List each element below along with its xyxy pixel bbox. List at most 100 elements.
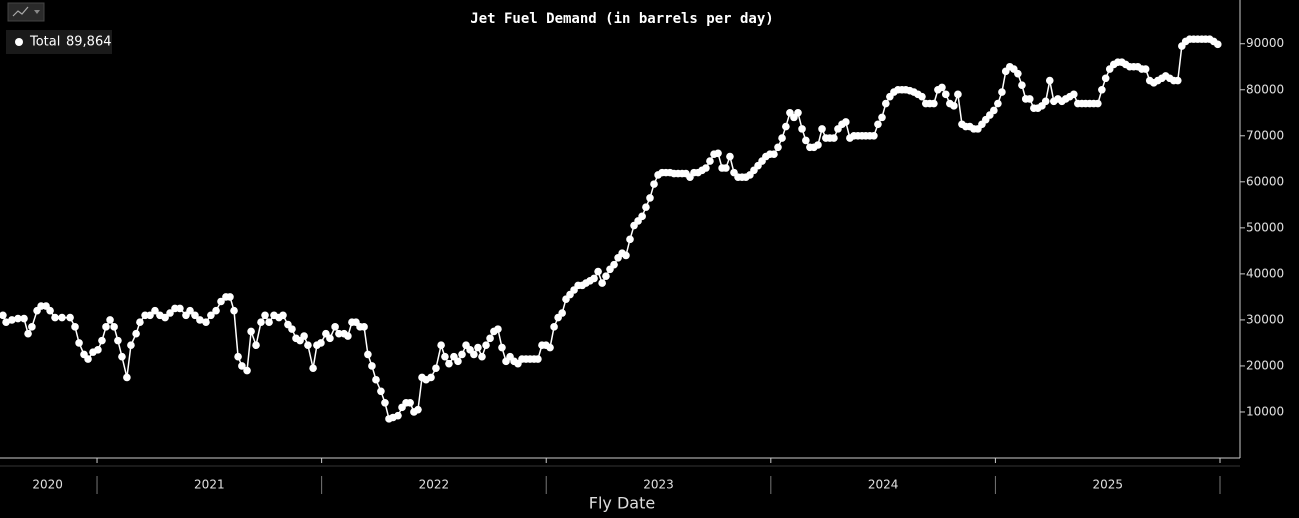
data-point xyxy=(432,364,440,373)
data-point xyxy=(377,387,385,396)
data-point xyxy=(546,343,554,352)
data-point xyxy=(778,134,786,142)
data-point xyxy=(478,352,486,361)
data-point xyxy=(24,329,32,338)
y-tick-label: 30000 xyxy=(1246,312,1284,326)
data-point xyxy=(782,122,790,131)
data-point xyxy=(437,341,445,350)
x-tick-label: 2021 xyxy=(194,478,225,492)
data-point xyxy=(1069,90,1078,99)
data-point xyxy=(127,341,135,350)
data-point xyxy=(918,92,926,101)
x-tick-label: 2022 xyxy=(419,478,450,492)
data-point xyxy=(930,99,938,108)
data-point xyxy=(558,309,566,317)
button-frame[interactable] xyxy=(7,2,45,22)
data-point xyxy=(304,341,312,350)
data-point xyxy=(642,203,650,211)
data-point xyxy=(279,311,287,320)
data-point xyxy=(818,125,826,133)
data-point xyxy=(110,323,118,331)
data-point xyxy=(1101,74,1110,83)
data-point xyxy=(20,314,28,323)
data-point xyxy=(166,309,174,317)
data-point xyxy=(590,274,598,283)
data-point xyxy=(882,99,890,108)
data-point xyxy=(998,88,1006,96)
data-point xyxy=(990,106,998,115)
legend-label: Total xyxy=(29,35,60,50)
data-point xyxy=(842,118,850,126)
data-point xyxy=(726,152,734,161)
data-point xyxy=(445,359,453,368)
data-point xyxy=(1141,65,1150,73)
data-point xyxy=(136,318,144,327)
y-tick-label: 60000 xyxy=(1246,174,1284,188)
data-point xyxy=(114,336,122,345)
data-point xyxy=(372,375,380,384)
data-point xyxy=(66,313,74,322)
data-point xyxy=(186,306,194,315)
data-point xyxy=(14,314,22,323)
data-point xyxy=(252,341,260,350)
series-points xyxy=(0,35,1222,423)
data-point xyxy=(75,339,83,347)
data-point xyxy=(486,334,494,343)
data-point xyxy=(474,343,482,352)
data-point xyxy=(247,327,255,336)
data-point xyxy=(702,164,710,172)
data-point xyxy=(498,343,506,352)
data-point xyxy=(132,329,140,338)
data-point xyxy=(638,212,646,221)
data-point xyxy=(2,318,10,327)
data-point xyxy=(176,304,184,313)
data-point xyxy=(994,99,1002,108)
data-point xyxy=(161,313,169,322)
data-point xyxy=(770,150,778,159)
data-point xyxy=(191,311,199,320)
data-point xyxy=(482,341,490,350)
data-point xyxy=(51,313,59,322)
data-point xyxy=(1213,40,1222,49)
data-point xyxy=(870,131,878,140)
data-point xyxy=(427,373,435,382)
data-point xyxy=(706,157,714,165)
x-tick-label: 2023 xyxy=(643,478,674,492)
x-tick-label: 2025 xyxy=(1092,478,1123,492)
data-point xyxy=(1018,81,1026,89)
data-point xyxy=(207,311,215,320)
data-point xyxy=(344,332,352,340)
data-point xyxy=(1094,99,1102,108)
button-icon xyxy=(12,6,29,17)
data-point xyxy=(261,311,269,320)
y-tick-label: 40000 xyxy=(1246,266,1284,280)
data-point xyxy=(317,339,325,347)
y-tick-label: 90000 xyxy=(1246,36,1284,50)
data-point xyxy=(0,311,7,320)
data-point xyxy=(98,336,106,345)
data-point xyxy=(794,108,802,117)
data-point xyxy=(406,398,414,407)
data-point xyxy=(102,323,110,331)
data-point xyxy=(265,318,273,327)
data-point xyxy=(602,272,610,280)
data-point xyxy=(84,355,92,363)
data-point xyxy=(722,164,730,172)
data-point xyxy=(94,346,102,354)
data-point xyxy=(414,405,422,414)
data-point xyxy=(626,235,634,244)
data-point xyxy=(1041,97,1050,106)
chart-type-button[interactable] xyxy=(7,2,45,22)
data-point xyxy=(238,362,246,370)
data-point xyxy=(196,316,204,324)
y-tick-label: 20000 xyxy=(1246,358,1284,372)
chart-title: Jet Fuel Demand (in barrels per day) xyxy=(470,11,773,27)
data-point xyxy=(230,306,238,315)
data-point xyxy=(454,357,462,366)
data-point xyxy=(394,411,402,420)
data-point xyxy=(1014,69,1022,78)
data-point xyxy=(360,323,368,331)
data-point xyxy=(217,297,225,306)
y-tick-label: 80000 xyxy=(1246,82,1284,96)
